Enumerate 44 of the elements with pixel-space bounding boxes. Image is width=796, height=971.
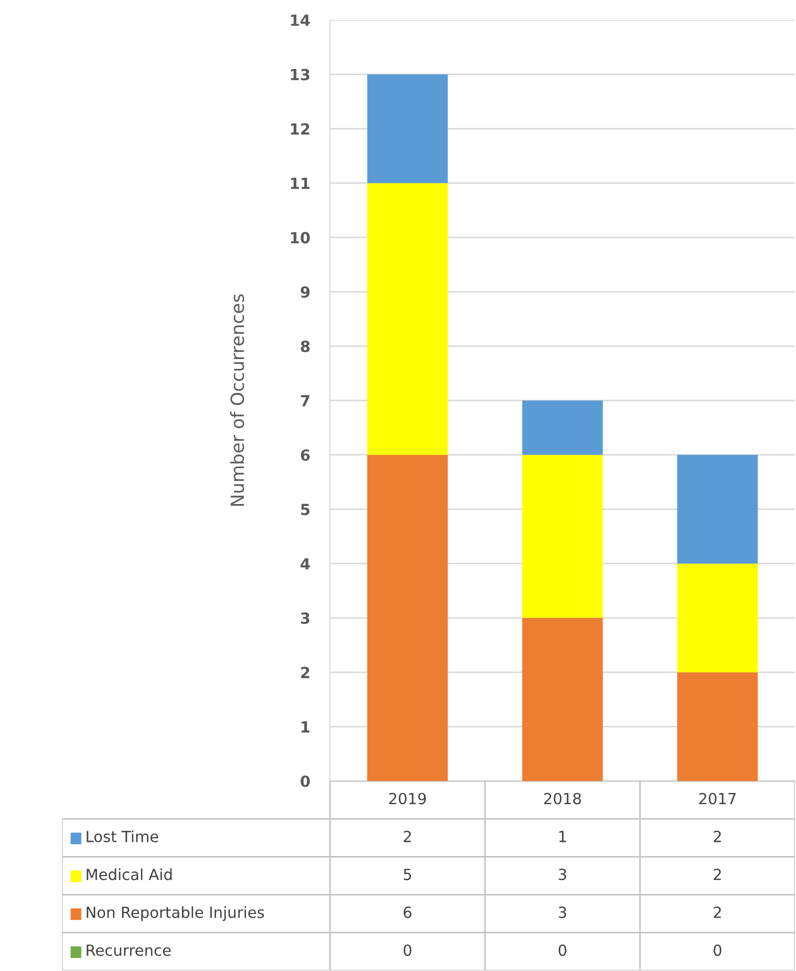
data-label: 3 <box>558 868 566 880</box>
legend-label: Recurrence <box>86 944 171 956</box>
data-label: 0 <box>558 944 566 956</box>
x-tick-label: 2017 <box>699 792 736 804</box>
data-label: 0 <box>404 944 412 956</box>
legend-label: Medical Aid <box>86 868 172 880</box>
legend-label: Lost Time <box>86 830 158 842</box>
x-tick-label: 2018 <box>544 792 581 804</box>
y-tick-label: 4 <box>300 558 310 570</box>
y-tick-label: 10 <box>291 232 310 244</box>
data-label: 6 <box>404 906 412 918</box>
data-label: 2 <box>714 868 721 880</box>
y-tick-label: 3 <box>300 612 310 624</box>
data-label: 2 <box>714 830 721 842</box>
y-tick-label: 6 <box>300 449 310 461</box>
y-tick-label: 5 <box>301 504 310 516</box>
bar <box>522 400 603 455</box>
data-label: 5 <box>404 868 412 880</box>
y-tick-label: 2 <box>301 666 310 678</box>
bar <box>367 74 448 184</box>
x-tick-label: 2019 <box>389 792 426 804</box>
data-label: 2 <box>714 906 721 918</box>
bar <box>522 454 603 618</box>
y-tick-label: 12 <box>291 123 310 135</box>
data-label: 2 <box>404 830 411 842</box>
y-tick-label: 8 <box>300 340 310 352</box>
y-tick-label: 0 <box>300 775 310 788</box>
bar <box>522 618 603 781</box>
bar <box>677 672 758 781</box>
bar <box>367 454 448 781</box>
y-tick-label: 9 <box>300 286 310 298</box>
y-tick-label: 1 <box>302 721 310 732</box>
y-axis-title: Number of Occurrences <box>230 294 244 506</box>
y-tick-label: 13 <box>291 68 310 80</box>
y-tick-label: 7 <box>300 395 310 406</box>
legend-label: Non Reportable Injuries <box>86 906 264 922</box>
data-label: 3 <box>558 906 566 918</box>
data-label: 0 <box>714 944 722 956</box>
bar <box>367 183 448 455</box>
data-label: 1 <box>559 830 566 842</box>
y-tick-label: 11 <box>291 178 310 189</box>
bar <box>677 564 758 672</box>
y-tick-label: 14 <box>291 14 310 26</box>
bar <box>677 454 758 564</box>
